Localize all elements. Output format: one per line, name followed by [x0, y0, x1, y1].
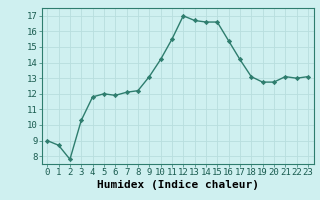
X-axis label: Humidex (Indice chaleur): Humidex (Indice chaleur)	[97, 180, 259, 190]
